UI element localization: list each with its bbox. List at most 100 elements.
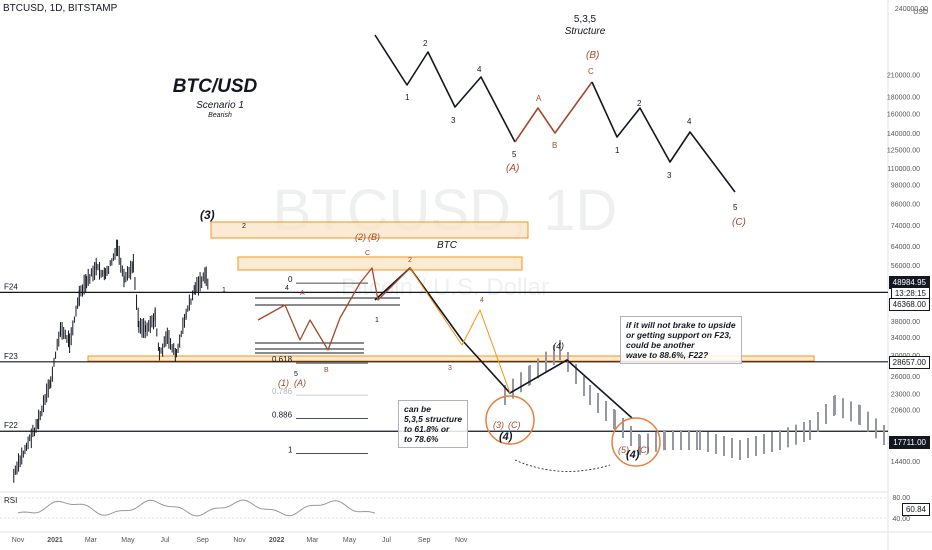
fib-level-name: F23 <box>4 352 18 361</box>
note-left-line: to 78.6% <box>404 434 439 444</box>
fib-retracement-label: 1 <box>288 445 293 454</box>
structure-impulse-a <box>374 34 516 143</box>
structure-wave-label: 4 <box>477 65 482 74</box>
scenario-label: Scenario 1 <box>196 100 244 111</box>
f23-support-zone <box>87 355 815 362</box>
note-right: if it will not brake to upside or gettin… <box>620 316 742 364</box>
structure-wave-label: B <box>552 141 557 150</box>
structure-wave-label: (B) <box>586 50 599 61</box>
chart-title: BTC/USD <box>173 76 258 97</box>
structure-wave-label: A <box>536 94 542 103</box>
resistance-zone-upper <box>210 221 529 239</box>
wave-label: 4 <box>480 297 484 304</box>
time-tick-label: Nov <box>233 537 246 544</box>
rsi-line <box>17 499 376 517</box>
price-tick-label: 14400.00 <box>891 459 920 466</box>
dotted-arrow-path <box>514 459 611 472</box>
symbol-header: BTCUSD, 1D, BITSTAMP <box>3 3 118 14</box>
note-right-line: wave to 88.6%, F22? <box>626 350 709 360</box>
structure-wave-label: 3 <box>451 116 456 125</box>
fib-level-name: F22 <box>4 421 18 430</box>
structure-correction-b <box>514 81 593 143</box>
wave-label: (1) <box>278 378 289 388</box>
wave-b-path <box>257 267 411 351</box>
time-tick-label: Nov <box>12 537 25 544</box>
structure-wave-label: 2 <box>423 39 428 48</box>
price-unit-label: USD <box>913 9 928 16</box>
f23-price-label: 28657.00 <box>888 356 930 369</box>
price-tick-label: 20600.00 <box>891 407 920 414</box>
structure-wave-label: 1 <box>405 93 410 102</box>
time-tick-label: Nov <box>455 537 468 544</box>
fib-retracement-label: 0 <box>288 275 293 284</box>
structure-wave-label: 1 <box>615 146 620 155</box>
wave-label: 1 <box>222 287 226 294</box>
wave-label: (C) <box>637 445 650 455</box>
rsi-value-label: 60.84 <box>901 503 930 516</box>
price-tick-label: 34000.00 <box>891 335 920 342</box>
structure-legend-line: 5,3,5 <box>574 14 597 25</box>
fib-retracement-label: 0.618 <box>272 355 293 364</box>
series-name-label: BTC <box>437 240 458 251</box>
price-tick-label: 240000.00 <box>895 6 928 13</box>
wave-label: (3) <box>493 420 504 430</box>
price-tick-label: 110000.00 <box>887 166 920 173</box>
note-left-line: can be <box>404 404 431 414</box>
note-right-line: if it will not brake to upside <box>626 320 736 330</box>
wave-label: 2 <box>408 257 412 264</box>
fib-retracement-label: 0.886 <box>272 410 293 419</box>
time-tick-label: Sep <box>196 537 209 544</box>
structure-wave-label: 5 <box>733 203 738 212</box>
time-tick-label: 2021 <box>47 537 63 544</box>
rsi-label: RSI <box>4 496 17 505</box>
price-tick-label: 180000.00 <box>887 95 920 102</box>
price-tick-label: 160000.00 <box>887 112 920 119</box>
wave-label: (2) <box>355 232 366 242</box>
structure-wave-label: C <box>588 67 594 76</box>
price-tick-label: 23000.00 <box>891 392 920 399</box>
note-left: can be 5,3,5 structure to 61.8% or to 78… <box>398 400 469 448</box>
price-tick-label: 86000.00 <box>891 201 920 208</box>
wave-label: 3 <box>448 365 452 372</box>
wave-label: (4) <box>553 341 564 351</box>
note-left-line: to 61.8% or <box>404 424 450 434</box>
f22-price-label: 17711.00 <box>889 436 930 449</box>
rsi-tick-label: 80.00 <box>892 495 910 502</box>
structure-wave-label: 2 <box>637 99 642 108</box>
time-tick-label: Sep <box>418 537 431 544</box>
resistance-zone-lower <box>237 256 523 271</box>
note-right-line: or getting support on F23, <box>626 330 732 340</box>
time-tick-label: Jul <box>382 537 391 544</box>
wave-label: (4) <box>499 431 513 443</box>
price-tick-label: 74000.00 <box>891 223 920 230</box>
structure-wave-label: (A) <box>506 163 519 174</box>
time-tick-label: 2022 <box>269 537 285 544</box>
wave-label: (A) <box>294 378 306 388</box>
structure-wave-label: 5 <box>512 150 517 159</box>
watermark-description: Bitcoin / U.S. Dollar <box>341 274 549 301</box>
wave-label: 2 <box>242 223 246 230</box>
wave-label: 1 <box>375 317 379 324</box>
time-tick-label: May <box>121 537 135 544</box>
wave-label: 5 <box>294 371 298 378</box>
rsi-tick-label: 40.00 <box>892 516 910 523</box>
time-tick-label: Mar <box>85 537 98 544</box>
wave-label: B <box>324 367 329 374</box>
wave-label: 4 <box>285 285 289 292</box>
price-tick-label: 64000.00 <box>891 244 920 251</box>
target-circle-4 <box>611 417 661 467</box>
wave-label: (3) <box>200 208 215 222</box>
structure-legend-line: Structure <box>565 26 606 37</box>
structure-impulse-c <box>591 81 736 193</box>
bias-label: Bearish <box>208 112 232 119</box>
price-tick-label: 140000.00 <box>887 131 920 138</box>
structure-wave-label: 3 <box>667 171 672 180</box>
structure-wave-label: (C) <box>732 217 746 228</box>
wave-label: (C) <box>508 420 521 430</box>
wave-label: C <box>365 250 370 257</box>
wave-label: (B) <box>368 232 380 242</box>
time-tick-label: Jul <box>160 537 169 544</box>
time-tick-label: Mar <box>306 537 319 544</box>
structure-wave-label: 4 <box>687 117 692 126</box>
